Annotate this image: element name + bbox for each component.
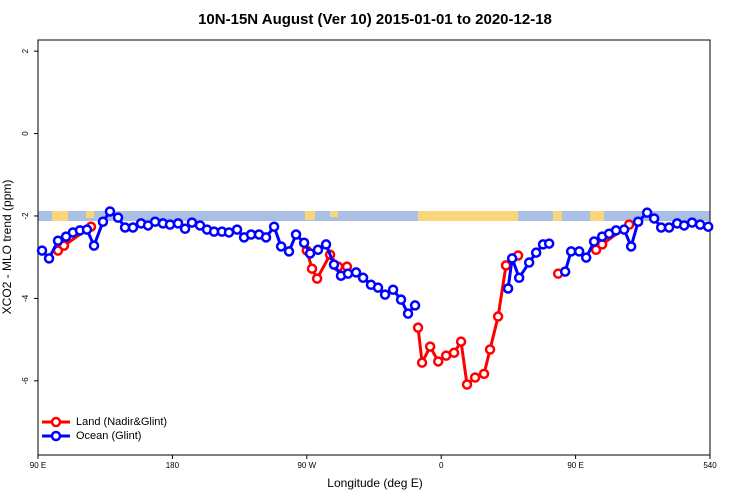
point (513, 272, 525, 284)
point (43, 253, 55, 264)
point (580, 252, 592, 263)
point (641, 207, 653, 218)
legend-marker (50, 430, 62, 442)
y-tick-label: 0 (21, 131, 30, 136)
point (172, 218, 184, 229)
point (523, 257, 535, 268)
point (625, 241, 637, 252)
point (268, 221, 280, 232)
point (112, 212, 124, 223)
point (275, 241, 287, 252)
point (632, 216, 644, 227)
point (127, 222, 139, 233)
point (88, 240, 100, 251)
point (424, 341, 436, 352)
chart-title: 10N-15N August (Ver 10) 2015-01-01 to 20… (198, 11, 552, 28)
point (686, 217, 698, 228)
point (559, 266, 571, 277)
point (461, 379, 473, 390)
point (588, 236, 600, 247)
point (543, 238, 555, 249)
point (648, 213, 660, 224)
y-axis-label: XCO2 - MLO trend (ppm) (0, 180, 14, 315)
legend-marker (50, 416, 62, 428)
y-tick-label: -2 (21, 212, 30, 220)
point (478, 368, 490, 380)
point (506, 253, 518, 264)
point (304, 248, 316, 259)
point (36, 245, 48, 256)
point (186, 217, 198, 228)
point (448, 347, 460, 359)
point (379, 289, 391, 300)
point (97, 216, 109, 227)
point (500, 260, 512, 271)
point (402, 308, 414, 319)
x-tick-label: 0 (439, 461, 444, 470)
point (283, 246, 295, 257)
legend-label: Land (Nadir&Glint) (76, 416, 167, 428)
point (412, 322, 424, 333)
point (502, 283, 514, 294)
x-axis-label: Longitude (deg E) (327, 476, 422, 490)
point (663, 222, 675, 233)
point (573, 246, 585, 257)
point (387, 284, 399, 295)
point (395, 294, 407, 305)
point (565, 246, 577, 257)
point (342, 268, 354, 279)
y-tick-label: -4 (21, 294, 30, 302)
point (694, 219, 706, 230)
map-strip (38, 211, 710, 221)
point (311, 273, 323, 284)
point (298, 237, 310, 249)
point (223, 227, 235, 238)
point (610, 225, 622, 236)
point (320, 239, 332, 250)
point (372, 282, 384, 293)
point (164, 219, 176, 230)
point (231, 224, 243, 235)
point (290, 229, 302, 240)
legend-label: Ocean (Glint) (76, 430, 141, 442)
point (52, 235, 64, 246)
point (416, 357, 428, 368)
x-tick-label: 180 (166, 461, 180, 470)
x-tick-label: 90 E (567, 461, 583, 470)
plot-frame (37, 39, 711, 456)
point (350, 267, 362, 278)
x-tick-label: 540 (703, 461, 717, 470)
y-tick-label: 2 (21, 48, 30, 53)
point (702, 221, 714, 232)
y-tick-label: -6 (21, 377, 30, 385)
point (260, 232, 272, 243)
point (357, 272, 369, 284)
point (306, 263, 318, 274)
point (492, 311, 504, 322)
point (484, 344, 496, 355)
point (530, 247, 542, 258)
point (328, 259, 340, 270)
point (179, 223, 191, 234)
point (409, 300, 421, 311)
point (469, 372, 481, 383)
point (455, 336, 467, 347)
point (618, 224, 630, 235)
point (312, 244, 324, 256)
x-tick-label: 90 W (297, 461, 316, 470)
point (432, 356, 444, 367)
x-tick-label: 90 E (30, 461, 46, 470)
point (81, 224, 93, 235)
point (104, 206, 116, 217)
